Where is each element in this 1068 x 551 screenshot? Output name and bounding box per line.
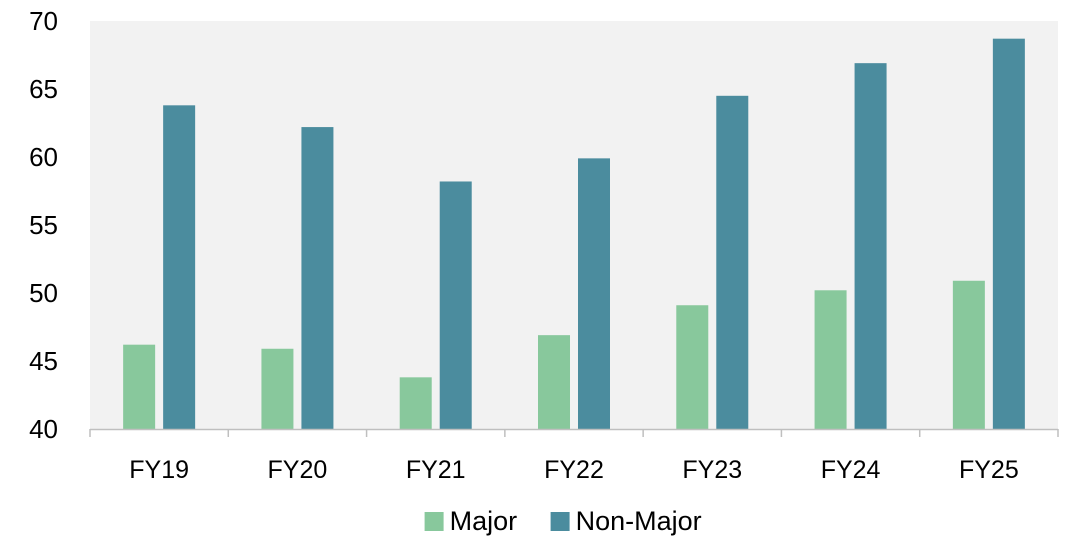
bar-major-fy25 — [952, 280, 985, 429]
y-tick-label: 40 — [29, 414, 58, 444]
bar-major-fy24 — [814, 290, 847, 429]
y-tick-label: 45 — [29, 346, 58, 376]
x-axis-ticks: FY19 FY20 FY21 FY22 FY23 FY24 FY25 — [89, 429, 1059, 484]
bar-major-fy22 — [538, 335, 570, 429]
y-tick-label: 50 — [29, 278, 58, 308]
bar-non-major-fy19 — [163, 105, 196, 429]
x-tick-label: FY21 — [406, 456, 466, 484]
legend-label-major: Major — [450, 506, 518, 536]
x-tick-label: FY25 — [959, 456, 1019, 484]
y-tick-label: 65 — [29, 74, 58, 104]
legend-label-non-major: Non-Major — [576, 506, 702, 536]
legend: Major Non-Major — [424, 506, 702, 536]
y-axis-ticks: 40 45 50 55 60 65 70 — [29, 6, 58, 444]
bar-major-fy21 — [399, 377, 432, 429]
bar-non-major-fy24 — [854, 63, 887, 429]
bar-non-major-fy20 — [301, 127, 334, 429]
x-tick-label: FY20 — [268, 456, 328, 484]
bar-non-major-fy21 — [439, 181, 472, 429]
bar-major-fy19 — [123, 344, 156, 429]
legend-swatch-non-major — [550, 512, 570, 531]
y-tick-label: 60 — [29, 142, 58, 172]
x-tick-label: FY22 — [544, 456, 604, 484]
x-tick-label: FY19 — [129, 456, 189, 484]
x-tick-label: FY23 — [682, 456, 742, 484]
plot-area — [90, 21, 1058, 429]
bar-major-fy20 — [261, 348, 294, 429]
bar-non-major-fy22 — [578, 158, 610, 430]
x-tick-label: FY24 — [821, 456, 881, 484]
bar-major-fy23 — [676, 305, 709, 429]
bar-non-major-fy25 — [992, 38, 1025, 430]
legend-swatch-major — [424, 512, 444, 531]
y-tick-label: 70 — [29, 6, 58, 36]
y-tick-label: 55 — [29, 210, 58, 240]
bar-non-major-fy23 — [716, 95, 749, 430]
bars — [123, 38, 1025, 430]
